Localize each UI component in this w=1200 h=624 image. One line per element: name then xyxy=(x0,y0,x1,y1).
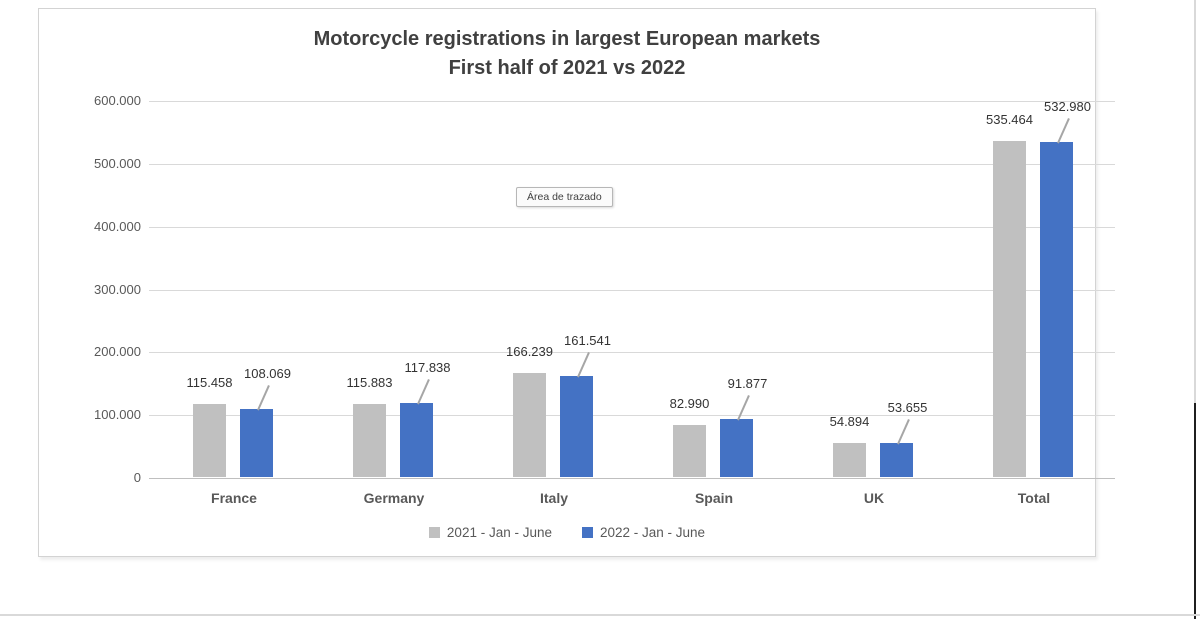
gridline xyxy=(149,352,1115,354)
data-label-2021-spain: 82.990 xyxy=(669,395,710,411)
tooltip-label: Área de trazado xyxy=(527,191,602,203)
y-axis-tick-label: 400.000 xyxy=(94,218,141,234)
window-border-right xyxy=(1194,0,1196,403)
legend-label: 2022 - Jan - June xyxy=(600,525,706,540)
data-label-2022-uk: 53.655 xyxy=(887,400,928,416)
legend-swatch-icon xyxy=(428,527,440,538)
data-label-2022-italy: 161.541 xyxy=(564,332,611,348)
data-label-2022-spain: 91.877 xyxy=(727,376,768,392)
x-axis-category-uk: UK xyxy=(863,490,885,506)
y-axis-tick-label: 0 xyxy=(133,470,141,485)
bar-2021-total[interactable] xyxy=(993,140,1026,477)
x-axis-line xyxy=(149,478,1115,479)
x-axis-category-france: France xyxy=(211,490,257,506)
bar-group-spain: 82.990 91.877 Spain xyxy=(634,101,794,506)
bar-2022-uk[interactable] xyxy=(880,443,913,477)
x-axis-category-total: Total xyxy=(1017,490,1051,506)
bar-2021-italy[interactable] xyxy=(513,372,546,477)
data-label-2021-italy: 166.239 xyxy=(506,343,553,359)
legend-item-2021[interactable]: 2021 - Jan - June xyxy=(428,525,552,540)
legend-label: 2021 - Jan - June xyxy=(446,525,552,540)
bar-2021-france[interactable] xyxy=(193,404,226,477)
chart-title-area: Motorcycle registrations in largest Euro… xyxy=(39,25,1095,83)
bar-2021-uk[interactable] xyxy=(833,442,866,477)
x-axis-category-italy: Italy xyxy=(539,490,568,506)
bar-2022-total[interactable] xyxy=(1040,142,1073,477)
bar-2022-spain[interactable] xyxy=(720,419,753,477)
bar-group-italy: 166.239 161.541 Italy xyxy=(474,101,634,507)
gridline xyxy=(149,163,1115,165)
data-label-2022-france: 108.069 xyxy=(244,366,291,382)
window-border-bottom xyxy=(0,614,1200,616)
gridline xyxy=(149,415,1115,417)
plot-area-tooltip: Área de trazado xyxy=(516,187,613,207)
window-border-right-dark xyxy=(1194,403,1196,619)
bar-group-france: 115.458 108.069 France xyxy=(154,101,314,506)
data-label-2021-uk: 54.894 xyxy=(829,413,870,429)
bar-group-total: 535.464 532.980 Total xyxy=(954,99,1114,506)
bar-2022-france[interactable] xyxy=(240,409,273,477)
chart-container[interactable]: Motorcycle registrations in largest Euro… xyxy=(38,8,1115,557)
bar-2021-spain[interactable] xyxy=(673,424,706,477)
y-axis-tick-label: 600.000 xyxy=(94,93,141,108)
y-axis-tick-label: 500.000 xyxy=(94,155,141,171)
bar-2022-italy[interactable] xyxy=(560,375,593,477)
data-label-2021-france: 115.458 xyxy=(186,375,233,391)
legend-swatch-icon xyxy=(582,527,593,538)
gridline xyxy=(149,101,1115,102)
y-axis-tick-label: 200.000 xyxy=(94,344,141,360)
legend: 2021 - Jan - June 2022 - Jan - June xyxy=(39,525,1095,540)
chart-subtitle: First half of 2021 vs 2022 xyxy=(448,57,686,79)
bar-group-germany: 115.883 117.838 Germany xyxy=(314,101,474,506)
gridline xyxy=(149,289,1115,291)
plot-area[interactable]: 115.458 108.069 France 115.883 117.838 German… xyxy=(149,99,1115,507)
data-label-2021-total: 535.464 xyxy=(986,111,1033,127)
chart-title: Motorcycle registrations in largest Euro… xyxy=(313,28,821,50)
bar-2021-germany[interactable] xyxy=(353,404,386,477)
gridline xyxy=(149,226,1115,228)
bar-group-uk: 54.894 53.655 UK xyxy=(794,101,954,506)
y-axis-tick-label: 100.000 xyxy=(94,407,141,423)
data-label-2022-germany: 117.838 xyxy=(404,359,451,375)
data-label-2021-germany: 115.883 xyxy=(346,375,393,391)
bar-2022-germany[interactable] xyxy=(400,402,433,477)
data-label-2022-total: 532.980 xyxy=(1044,99,1091,115)
y-axis-tick-label: 300.000 xyxy=(94,281,141,297)
legend-item-2022[interactable]: 2022 - Jan - June xyxy=(582,525,705,540)
x-axis-category-spain: Spain xyxy=(694,490,734,506)
x-axis-category-germany: Germany xyxy=(363,490,425,506)
